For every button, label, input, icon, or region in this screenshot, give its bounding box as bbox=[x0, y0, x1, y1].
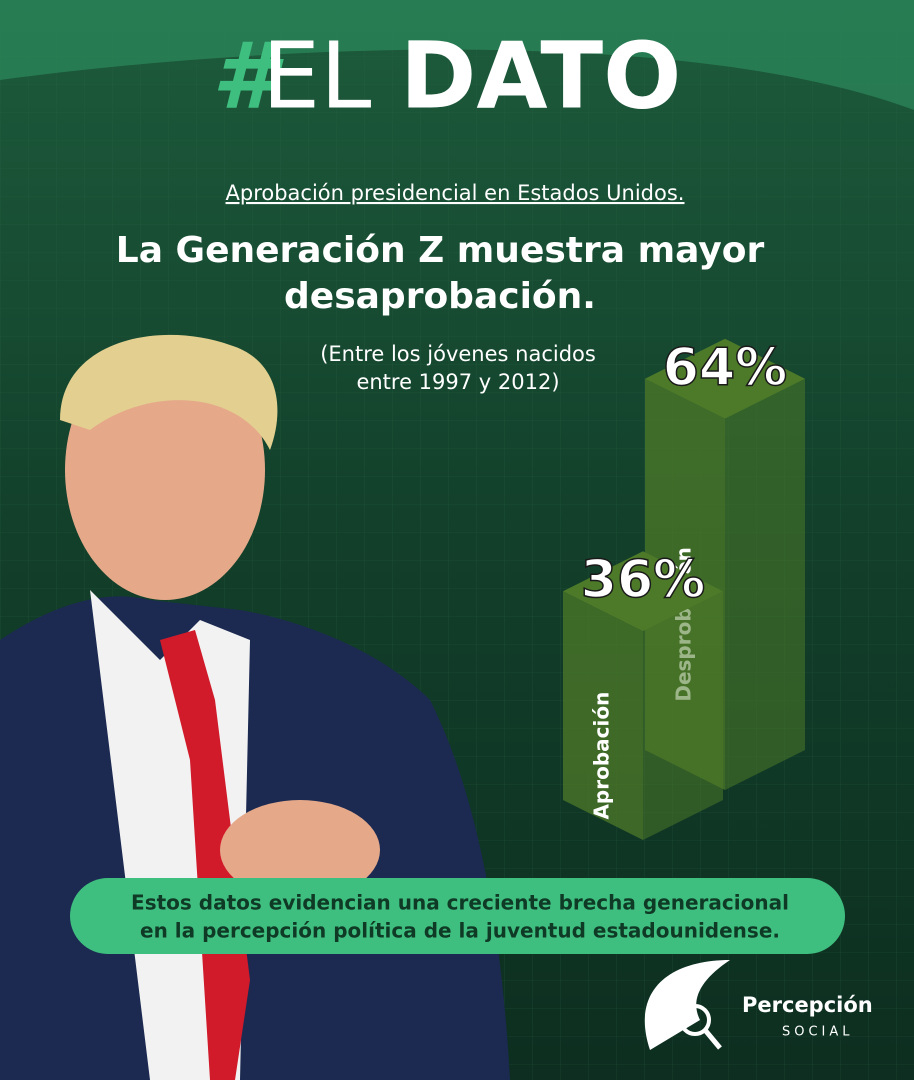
bar-side bbox=[725, 378, 805, 790]
callout-box bbox=[70, 878, 845, 954]
header-swoosh bbox=[0, 0, 914, 110]
callout-line: en la percepción política de la juventud… bbox=[140, 919, 780, 943]
brand-logo bbox=[644, 960, 730, 1050]
brand-tag: SOCIAL bbox=[782, 1025, 854, 1040]
person-photo bbox=[0, 334, 510, 1080]
brand-name: Percepción bbox=[742, 993, 873, 1017]
callout-line: Estos datos evidencian una creciente bre… bbox=[131, 891, 789, 915]
title-line: desaprobación. bbox=[284, 276, 596, 317]
logo: # EL DATO bbox=[212, 22, 681, 129]
bar-side bbox=[643, 591, 723, 840]
note-line: entre 1997 y 2012) bbox=[356, 370, 559, 394]
bar-top bbox=[563, 551, 723, 632]
logo-light: EL bbox=[262, 22, 371, 129]
subtitle: Aprobación presidencial en Estados Unido… bbox=[226, 181, 685, 205]
title-line: La Generación Z muestra mayor bbox=[116, 230, 765, 271]
bar-top bbox=[645, 338, 805, 419]
value-label: 36% bbox=[581, 550, 705, 610]
value-label: 64% bbox=[663, 338, 787, 398]
note-line: (Entre los jóvenes nacidos bbox=[320, 342, 596, 366]
category-label: Aprobación bbox=[590, 692, 614, 820]
bar-chart: 64%Desprobación36%Aprobación bbox=[563, 337, 805, 840]
logo-bold: DATO bbox=[400, 22, 681, 129]
logo-hash: # bbox=[212, 22, 284, 129]
bar bbox=[563, 591, 643, 840]
